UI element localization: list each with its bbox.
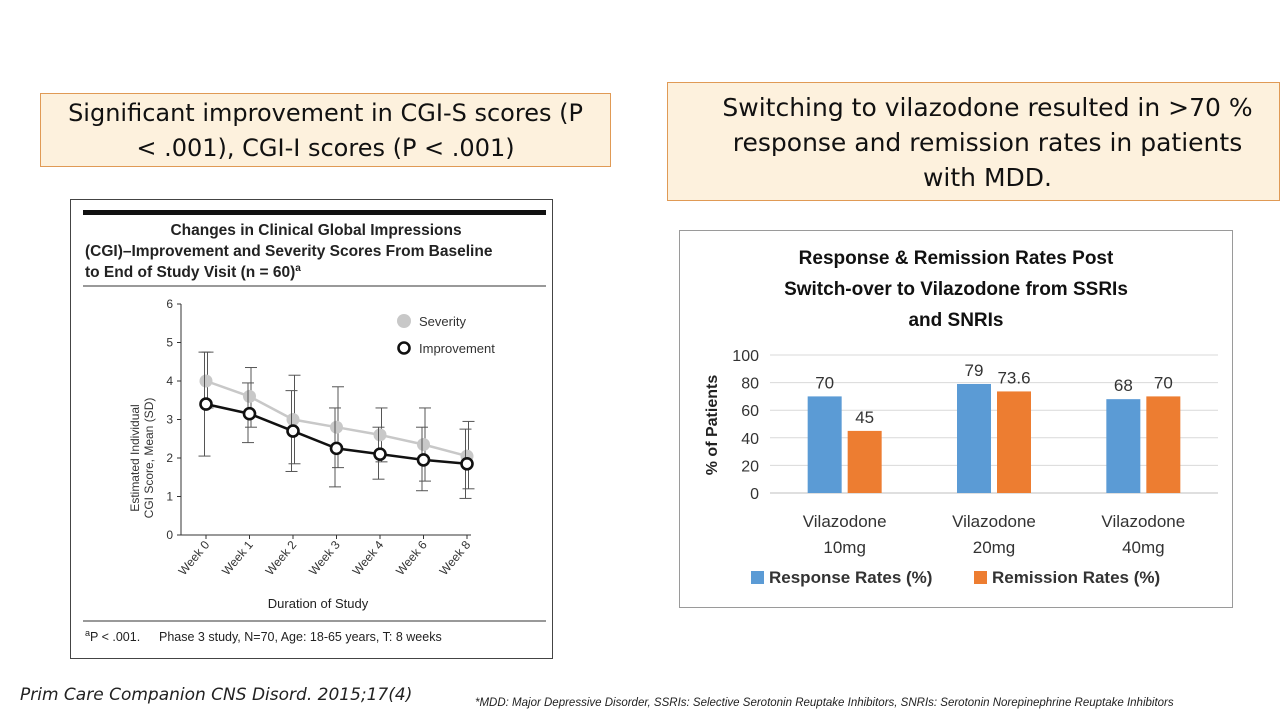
- figure-footnote-study: Phase 3 study, N=70, Age: 18-65 years, T…: [159, 630, 442, 644]
- improvement-point: [199, 397, 213, 411]
- remission-data-label: 45: [855, 408, 874, 427]
- improvement-point: [460, 456, 474, 471]
- figure-footnote-mark: a: [85, 628, 90, 638]
- legend-response-swatch: [751, 571, 764, 584]
- legend-response-label: Response Rates (%): [769, 568, 932, 587]
- bar-y-tick-label: 80: [741, 376, 759, 393]
- figure-footnote-p-group: aP < .001.: [85, 628, 140, 644]
- response-remission-chart: Response & Remission Rates Post Switch-o…: [679, 230, 1233, 608]
- cgi-x-axis-label: Duration of Study: [268, 596, 369, 611]
- callout-left-line1: Significant improvement in CGI-S scores …: [68, 99, 583, 127]
- severity-point: [243, 389, 256, 403]
- improvement-point: [242, 406, 257, 421]
- bar-chart-title-line1: Response & Remission Rates Post: [799, 248, 1114, 269]
- figure-title-line3-group: to End of Study Visit (n = 60)a: [85, 263, 301, 281]
- callout-vilazodone-switch: Switching to vilazodone resulted in >70 …: [667, 82, 1280, 201]
- cgi-y-tick-label: 2: [166, 451, 173, 465]
- cgi-x-tick-label: Week 8: [437, 538, 474, 578]
- bar-category-label-line1: Vilazodone: [952, 512, 1036, 531]
- figure-title-superscript: a: [295, 263, 301, 274]
- legend-remission-swatch: [974, 571, 987, 584]
- severity-point: [373, 428, 387, 442]
- improvement-point: [286, 424, 300, 438]
- figure-footnote-p: P < .001.: [90, 630, 140, 644]
- figure-title-line3: to End of Study Visit (n = 60): [85, 264, 295, 281]
- figure-top-rule: [83, 210, 546, 215]
- bar-category-label-line1: Vilazodone: [1101, 512, 1185, 531]
- bar-y-tick-label: 20: [741, 458, 759, 475]
- response-bar: [807, 396, 842, 493]
- cgi-y-tick-label: 6: [166, 297, 173, 311]
- severity-point: [330, 420, 343, 434]
- callout-right-line1: Switching to vilazodone resulted in >70 …: [722, 93, 1253, 122]
- bar-category-label-line2: 10mg: [823, 538, 866, 557]
- cgi-y-tick-label: 3: [166, 413, 173, 427]
- bar-category-label-line2: 20mg: [973, 538, 1016, 557]
- citation: Prim Care Companion CNS Disord. 2015;17(…: [20, 685, 413, 705]
- response-bar: [1106, 399, 1141, 493]
- bar-chart: Response & Remission Rates Post Switch-o…: [704, 248, 1218, 587]
- remission-data-label: 70: [1154, 373, 1173, 392]
- cgi-y-axis-label-line1: Estimated Individual: [128, 404, 142, 511]
- legend-severity-marker: [397, 314, 411, 328]
- response-data-label: 79: [965, 361, 984, 380]
- response-data-label: 70: [815, 373, 834, 392]
- cgi-y-axis-label-line2: CGI Score, Mean (SD): [142, 398, 156, 519]
- callout-right-line2: response and remission rates in patients: [732, 128, 1243, 157]
- improvement-point: [373, 447, 387, 461]
- legend-severity-label: Severity: [419, 314, 466, 329]
- cgi-x-tick-label: Week 0: [176, 538, 213, 578]
- cgi-chart: Changes in Clinical Global Impressions (…: [83, 210, 546, 644]
- cgi-x-tick-label: Week 6: [393, 538, 430, 578]
- bar-y-tick-label: 40: [741, 431, 759, 448]
- bar-y-tick-label: 60: [741, 403, 759, 420]
- severity-point: [199, 374, 213, 388]
- bar-y-tick-label: 0: [750, 486, 759, 503]
- bar-y-tick-label: 100: [732, 348, 759, 365]
- bar-chart-title-line2: Switch-over to Vilazodone from SSRIs: [784, 279, 1128, 300]
- cgi-y-tick-label: 1: [166, 490, 173, 504]
- severity-point: [286, 413, 300, 426]
- cgi-x-tick-label: Week 4: [350, 538, 387, 578]
- improvement-point: [416, 453, 431, 467]
- remission-bar: [997, 391, 1031, 493]
- cgi-x-tick-label: Week 1: [219, 538, 256, 578]
- cgi-figure: Changes in Clinical Global Impressions (…: [70, 199, 553, 659]
- remission-bar: [1146, 396, 1181, 493]
- cgi-x-tick-label: Week 2: [263, 538, 300, 578]
- remission-bar: [847, 430, 882, 493]
- cgi-y-tick-label: 4: [166, 374, 173, 388]
- callout-left-line2: < .001), CGI-I scores (P < .001): [136, 134, 515, 162]
- cgi-x-tick-label: Week 3: [306, 538, 343, 578]
- remission-data-label: 73.6: [997, 368, 1030, 387]
- callout-cgi-improvement: Significant improvement in CGI-S scores …: [40, 93, 611, 167]
- legend-improvement-marker: [397, 341, 411, 355]
- bar-y-axis-label: % of Patients: [704, 375, 721, 476]
- bar-chart-title-line3: and SNRIs: [908, 310, 1003, 331]
- cgi-y-tick-label: 5: [166, 336, 173, 350]
- severity-point: [417, 438, 430, 452]
- cgi-y-tick-label: 0: [166, 528, 173, 542]
- abbreviations-footnote: *MDD: Major Depressive Disorder, SSRIs: …: [475, 697, 1174, 709]
- callout-right-line3: with MDD.: [922, 163, 1052, 192]
- response-data-label: 68: [1114, 376, 1133, 395]
- legend-improvement-label: Improvement: [419, 341, 495, 356]
- figure-title-line2: (CGI)–Improvement and Severity Scores Fr…: [85, 243, 493, 260]
- improvement-point: [329, 441, 344, 456]
- response-bar: [957, 383, 991, 493]
- legend-remission-label: Remission Rates (%): [992, 568, 1160, 587]
- figure-title-line1: Changes in Clinical Global Impressions: [170, 222, 461, 239]
- bar-category-label-line1: Vilazodone: [803, 512, 887, 531]
- bar-category-label-line2: 40mg: [1122, 538, 1165, 557]
